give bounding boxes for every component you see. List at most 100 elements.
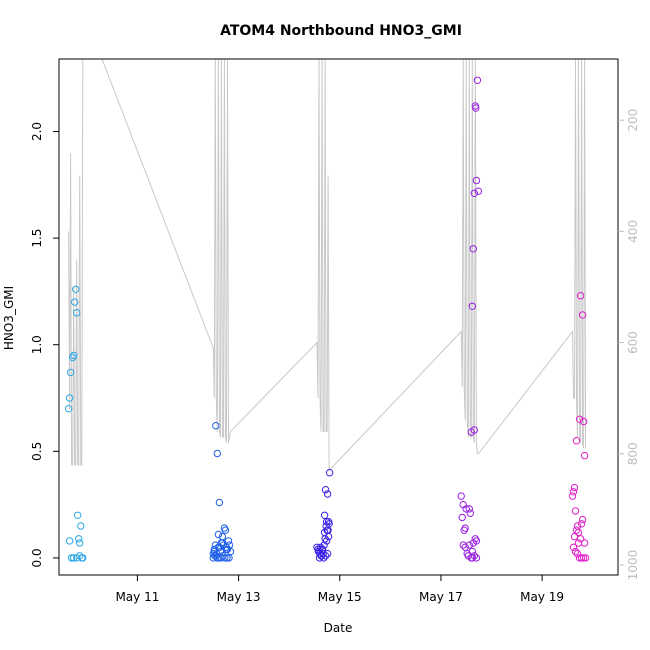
data-point xyxy=(472,104,480,112)
x-tick-label: May 17 xyxy=(419,590,463,604)
data-point xyxy=(65,394,74,402)
data-point xyxy=(314,547,323,556)
data-point xyxy=(570,483,579,492)
data-point xyxy=(472,554,481,562)
data-point xyxy=(71,298,79,306)
data-point xyxy=(571,547,580,556)
data-point xyxy=(470,552,478,560)
x-tick-label: May 15 xyxy=(318,590,362,604)
data-point xyxy=(325,469,334,477)
data-point xyxy=(323,490,332,498)
data-point xyxy=(74,511,82,519)
data-point xyxy=(224,537,233,545)
y-tick-label: 0.5 xyxy=(30,442,44,461)
x-tick-label: May 13 xyxy=(217,590,261,604)
data-point xyxy=(77,522,85,530)
pressure-profile-line xyxy=(68,59,587,472)
data-point xyxy=(214,543,223,551)
data-point xyxy=(576,292,585,300)
series-group xyxy=(209,422,235,562)
data-point xyxy=(460,526,468,534)
data-point xyxy=(574,528,583,537)
data-point xyxy=(225,554,233,562)
data-point xyxy=(577,520,586,528)
plot-frame xyxy=(58,58,619,576)
y-tick-label: 2.0 xyxy=(30,122,44,141)
data-point xyxy=(73,309,81,317)
data-points-layer xyxy=(64,76,590,562)
data-point xyxy=(72,285,80,293)
data-point xyxy=(223,554,231,562)
data-point xyxy=(472,176,481,185)
pressure-profile-layer xyxy=(68,59,587,472)
data-point xyxy=(474,187,483,195)
data-point xyxy=(458,513,466,522)
y-axis-label: HNO3_GMI xyxy=(2,286,16,350)
data-point xyxy=(64,405,73,413)
data-point xyxy=(473,76,482,85)
x-tick-label: May 11 xyxy=(115,590,159,604)
axes-layer: May 11 May 13 May 15 May 17 May 19 0.0 0.5 1.0 1… xyxy=(30,58,640,604)
data-point xyxy=(465,505,473,513)
data-point xyxy=(468,302,476,310)
data-point xyxy=(221,526,230,534)
y-tick-label: 0.0 xyxy=(30,548,44,567)
y2-tick-label: 600 xyxy=(626,331,640,354)
data-point xyxy=(468,554,476,562)
data-point xyxy=(318,545,327,554)
y2-tick-label: 200 xyxy=(626,109,640,132)
data-point xyxy=(462,505,470,513)
data-point xyxy=(66,368,75,377)
data-point xyxy=(569,543,578,551)
y-tick-label: 1.0 xyxy=(30,335,44,354)
data-point xyxy=(581,554,590,562)
data-point xyxy=(470,189,478,198)
data-point xyxy=(76,552,84,560)
data-point xyxy=(461,543,469,551)
data-point xyxy=(570,532,579,541)
data-point xyxy=(568,492,577,500)
data-point xyxy=(573,550,582,558)
data-point xyxy=(222,545,231,554)
data-point xyxy=(465,541,473,549)
data-point xyxy=(321,552,330,560)
data-point xyxy=(320,528,329,537)
data-point xyxy=(75,535,83,543)
data-point xyxy=(210,547,219,556)
data-point xyxy=(466,509,474,517)
data-point xyxy=(323,550,332,558)
data-point xyxy=(215,498,224,507)
data-point xyxy=(212,422,220,430)
data-point xyxy=(469,539,477,547)
data-point xyxy=(221,554,229,562)
data-point xyxy=(213,449,222,458)
y2-tick-label: 400 xyxy=(626,220,640,243)
data-point xyxy=(577,554,586,562)
data-point xyxy=(70,351,78,360)
y-tick-label: 1.5 xyxy=(30,229,44,248)
data-point xyxy=(67,554,76,562)
y2-tick-label: 1000 xyxy=(626,550,640,581)
x-axis-label: Date xyxy=(324,621,353,635)
data-point xyxy=(578,311,587,319)
data-point xyxy=(569,488,578,496)
data-point xyxy=(218,539,227,547)
data-point xyxy=(578,515,587,524)
data-point xyxy=(469,245,477,253)
series-group xyxy=(568,292,590,562)
data-point xyxy=(322,537,331,545)
data-point xyxy=(571,507,580,515)
data-point xyxy=(316,543,325,551)
series-group xyxy=(313,469,334,562)
series-group xyxy=(64,285,87,562)
data-point xyxy=(457,492,465,500)
data-point xyxy=(321,486,330,494)
x-tick-label: May 19 xyxy=(520,590,564,604)
data-point xyxy=(576,535,585,543)
data-point xyxy=(579,554,588,562)
data-point xyxy=(325,520,333,528)
data-point xyxy=(572,526,581,534)
y2-tick-label: 800 xyxy=(626,442,640,465)
data-point xyxy=(76,539,84,547)
